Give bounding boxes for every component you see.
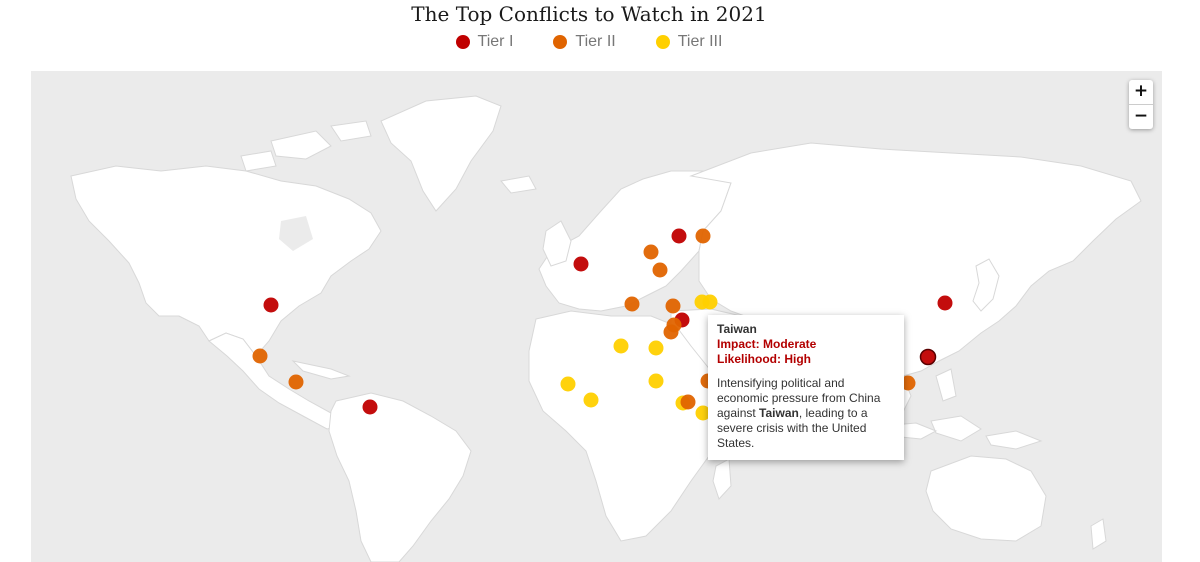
tooltip-desc-post: , leading to a severe crisis with the Un… — [717, 406, 868, 450]
legend-label-tier-2: Tier II — [575, 33, 616, 50]
central-america-landmass — [208, 332, 342, 430]
arctic-islands-landmass — [240, 120, 372, 172]
land-layer — [70, 95, 1142, 562]
tier-3-swatch — [655, 35, 670, 49]
legend-label-tier-1: Tier I — [477, 33, 514, 50]
conflict-marker-tier-3[interactable] — [648, 340, 664, 356]
legend-item-tier-2[interactable]: Tier II — [553, 33, 616, 51]
indonesia-landmass — [879, 368, 1043, 450]
new-zealand-landmass — [1090, 518, 1107, 550]
legend: Tier I Tier II Tier III — [0, 33, 1178, 51]
iceland-landmass — [500, 175, 537, 194]
legend-item-tier-1[interactable]: Tier I — [455, 33, 514, 51]
zoom-out-button[interactable]: − — [1129, 104, 1153, 129]
world-map[interactable]: + − Taiwan Impact: Moderate Likelihood: … — [31, 71, 1162, 562]
conflict-marker-tier-2[interactable] — [680, 394, 696, 410]
conflict-marker-tier-1[interactable] — [937, 295, 953, 311]
conflict-marker-tier-2[interactable] — [665, 298, 681, 314]
africa-landmass — [528, 310, 732, 542]
zoom-control: + − — [1129, 80, 1153, 129]
conflict-marker-tier-2[interactable] — [695, 228, 711, 244]
conflict-marker-tier-2[interactable] — [652, 262, 668, 278]
tooltip-likelihood: Likelihood: High — [717, 352, 811, 366]
uk-landmass — [542, 220, 572, 267]
map-title: The Top Conflicts to Watch in 2021 — [411, 2, 767, 26]
conflict-marker-tier-3[interactable] — [648, 373, 664, 389]
tooltip-desc-bold: Taiwan — [759, 406, 799, 420]
conflict-marker-tier-1[interactable] — [263, 297, 279, 313]
caribbean-landmass — [291, 360, 351, 380]
conflict-marker-tier-3[interactable] — [560, 376, 576, 392]
conflict-marker-tier-3[interactable] — [695, 405, 711, 421]
map-canvas — [70, 95, 1142, 562]
conflict-marker-tier-2[interactable] — [624, 296, 640, 312]
conflict-marker-tier-2[interactable] — [288, 374, 304, 390]
conflict-marker-tier-3[interactable] — [702, 294, 718, 310]
conflict-marker-tier-3[interactable] — [613, 338, 629, 354]
north-america-landmass — [70, 165, 382, 357]
legend-label-tier-3: Tier III — [677, 33, 723, 50]
conflict-marker-tier-3[interactable] — [583, 392, 599, 408]
conflict-marker-tier-2[interactable] — [663, 324, 679, 340]
conflict-marker-tier-1[interactable] — [919, 348, 937, 366]
conflict-marker-tier-1[interactable] — [573, 256, 589, 272]
zoom-in-button[interactable]: + — [1133, 81, 1149, 101]
tier-2-swatch — [553, 35, 568, 49]
conflict-markers-layer — [252, 228, 953, 421]
south-america-landmass — [328, 392, 472, 562]
conflict-tooltip: Taiwan Impact: Moderate Likelihood: High… — [708, 315, 904, 460]
japan-landmass — [972, 258, 1000, 312]
legend-item-tier-3[interactable]: Tier III — [655, 33, 723, 51]
greenland-landmass — [380, 95, 502, 212]
tooltip-desc-pre: Intensifying political and economic pres… — [717, 376, 881, 420]
tooltip-conflict-name: Taiwan — [717, 322, 757, 336]
conflict-marker-tier-2[interactable] — [900, 375, 916, 391]
conflict-marker-tier-2[interactable] — [252, 348, 268, 364]
conflict-marker-tier-2[interactable] — [643, 244, 659, 260]
conflict-marker-tier-1[interactable] — [362, 399, 378, 415]
tooltip-impact: Impact: Moderate — [717, 337, 817, 351]
australia-landmass — [925, 455, 1047, 542]
madagascar-landmass — [712, 458, 732, 500]
tier-1-swatch — [455, 35, 470, 49]
tooltip-description: Intensifying political and economic pres… — [717, 376, 895, 451]
conflict-marker-tier-1[interactable] — [671, 228, 687, 244]
